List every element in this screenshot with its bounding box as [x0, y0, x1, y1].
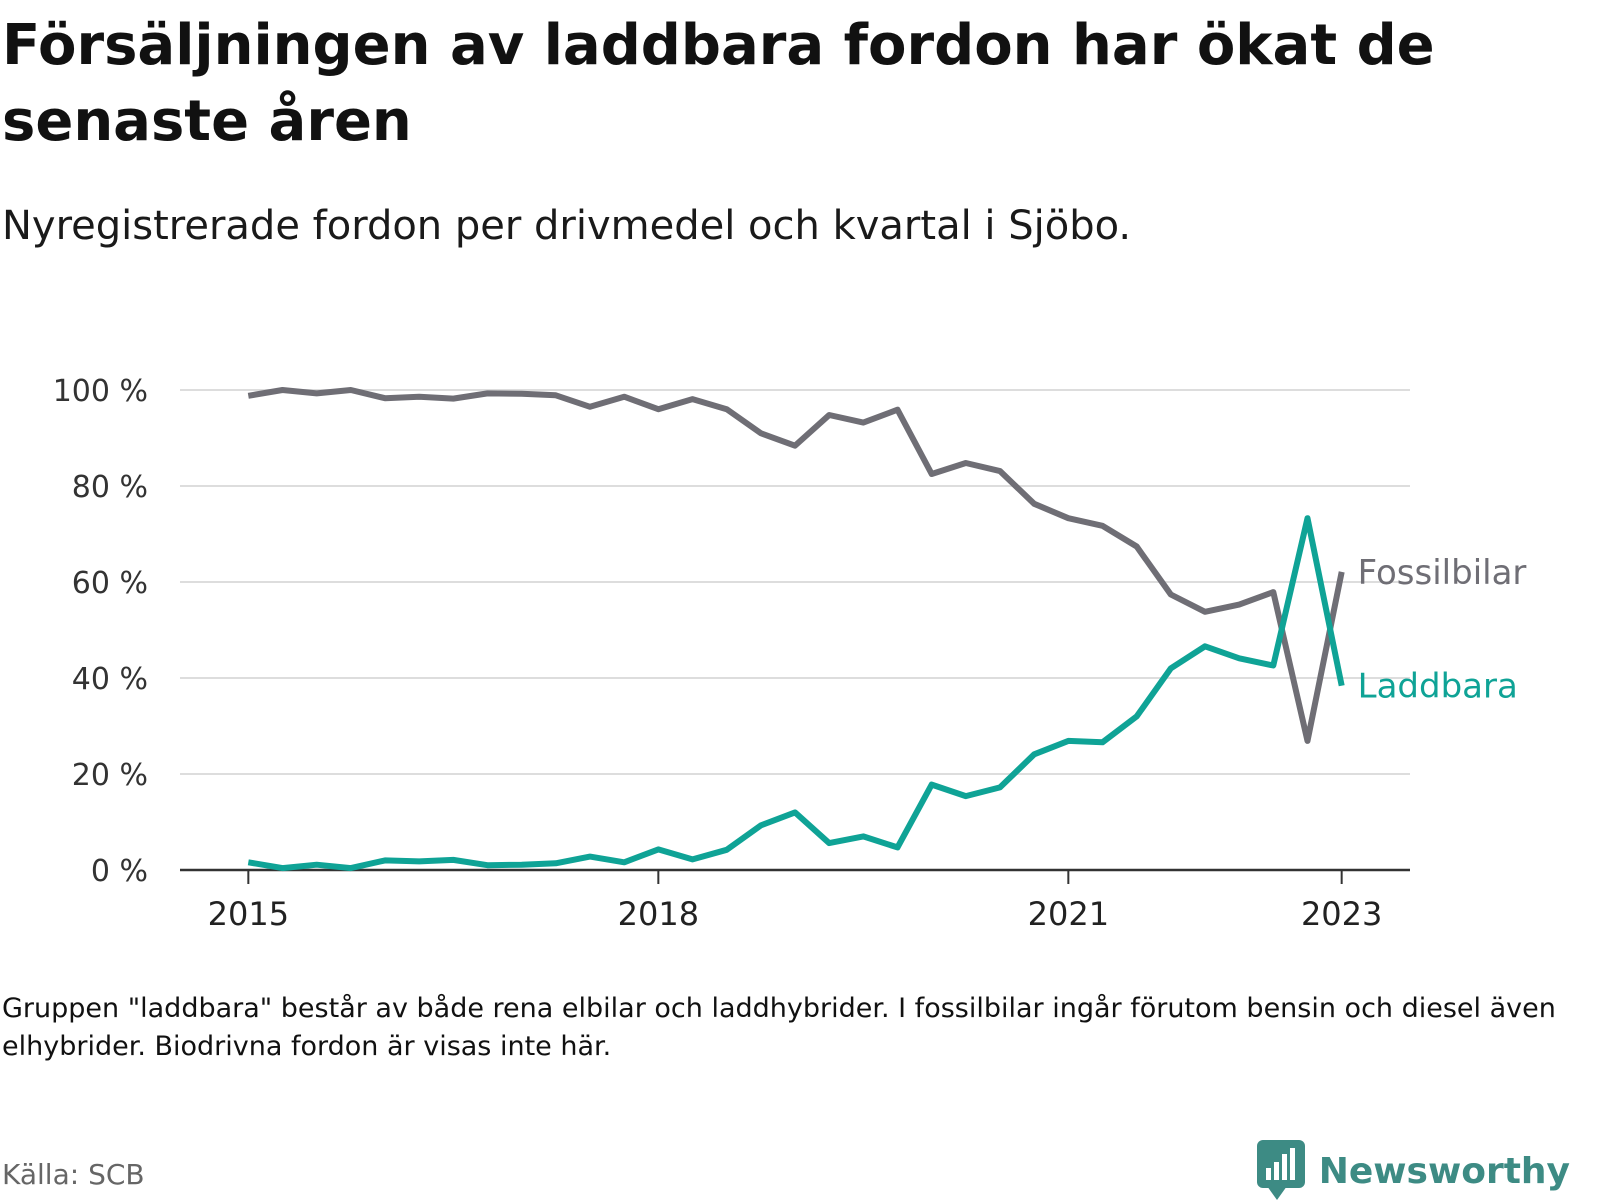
brand: Newsworthy	[1256, 1140, 1570, 1202]
x-tick-label-2018: 2018	[618, 895, 699, 930]
series-line-laddbara	[247, 515, 1345, 872]
source-credit: Källa: SCB	[2, 1158, 145, 1191]
gridlines	[180, 389, 1410, 872]
x-tick-label-2015: 2015	[208, 895, 289, 930]
series-label-fossilbilar: Fossilbilar	[1358, 553, 1527, 593]
series-label-laddbara: Laddbara	[1358, 667, 1518, 707]
series-labels: Fossilbilar Laddbara	[1358, 553, 1527, 707]
y-tick-label-80: 80 %	[72, 470, 148, 505]
y-tick-label-100: 100 %	[53, 374, 148, 409]
y-tick-label-40: 40 %	[72, 662, 148, 697]
chart-subtitle: Nyregistrerade fordon per drivmedel och …	[2, 203, 1132, 249]
footnote: Gruppen "laddbara" består av både rena e…	[2, 993, 1556, 1062]
line-chart: 0 % 20 % 40 % 60 % 80 % 100 % 2015 2018 2021 202…	[53, 374, 1527, 930]
bar-chart-speech-bubble-icon	[1256, 1140, 1305, 1200]
y-tick-label-20: 20 %	[72, 758, 148, 793]
brand-name: Newsworthy	[1318, 1150, 1570, 1192]
y-tick-label-0: 0 %	[91, 854, 148, 889]
y-tick-label-60: 60 %	[72, 566, 148, 601]
x-tick-label-2023: 2023	[1301, 895, 1382, 930]
y-axis-ticks: 0 % 20 % 40 % 60 % 80 % 100 %	[53, 374, 148, 889]
x-axis-ticks: 2015 2018 2021 2023	[208, 870, 1382, 930]
series-line-fossilbilar	[247, 387, 1345, 744]
x-tick-label-2021: 2021	[1028, 895, 1109, 930]
chart-title: Försäljningen av laddbara fordon har öka…	[2, 13, 1435, 154]
series-lines	[247, 387, 1345, 872]
